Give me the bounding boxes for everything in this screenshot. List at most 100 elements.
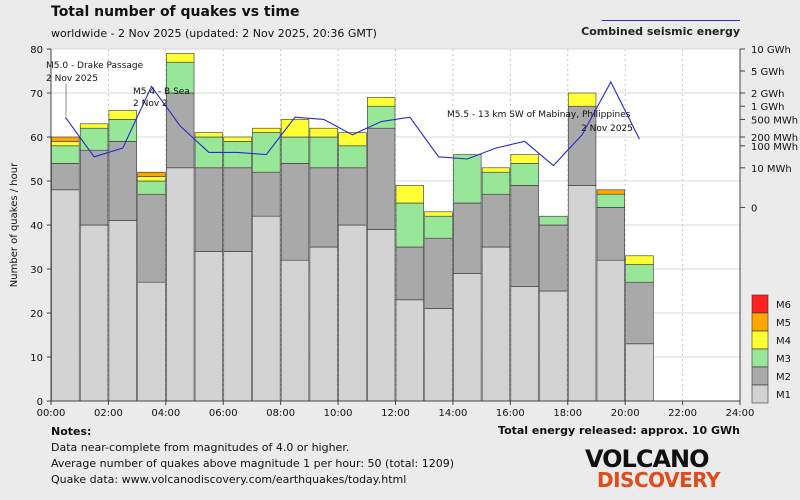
legend-label-m2: M2 (776, 372, 791, 383)
x-tick-label: 22:00 (668, 408, 697, 419)
bar-segment-m2 (166, 92, 195, 169)
y-tick-label: 40 (30, 221, 43, 232)
bar-segment-m2 (194, 167, 224, 252)
bar-segment-m3 (338, 145, 367, 169)
bar-segment-m2 (424, 237, 453, 309)
bar-segment-m2 (137, 193, 166, 283)
energy-tick-label: 100 MWh (751, 142, 798, 153)
bar-segment-m4 (625, 255, 654, 265)
bar-segment-m2 (338, 167, 367, 226)
legend-swatch-m4 (751, 330, 769, 350)
bar-segment-m3 (51, 145, 80, 164)
bar-segment-m1 (366, 229, 396, 402)
bar-segment-m2 (596, 207, 625, 261)
bar-segment-m3 (280, 136, 310, 164)
x-tick-label: 10:00 (324, 408, 353, 419)
legend-label-m1: M1 (776, 390, 791, 401)
y-tick-label: 0 (37, 397, 43, 408)
bar-segment-m4 (166, 53, 195, 63)
y-tick-label: 60 (30, 133, 43, 144)
bar-segment-m4 (309, 127, 338, 138)
bar-segment-m1 (481, 246, 511, 402)
annotation-1: M5.0 - Drake Passage (46, 61, 144, 71)
bar-segment-m3 (223, 141, 252, 169)
legend-label-m6: M6 (776, 300, 791, 311)
y-tick-label: 30 (30, 265, 43, 276)
logo-text-top: VOLCANO (585, 445, 710, 473)
energy-tick-label: 5 GWh (751, 67, 785, 78)
bar-segment-m2 (223, 167, 252, 252)
x-tick-label: 16:00 (496, 408, 525, 419)
bar-segment-m1 (223, 251, 252, 402)
bar-segment-m1 (194, 251, 224, 402)
bar-segment-m1 (108, 220, 137, 402)
bar-segment-m1 (252, 215, 281, 402)
bar-segment-m3 (596, 193, 625, 208)
bar-segment-m2 (481, 193, 511, 248)
bar-segment-m4 (338, 132, 367, 147)
bar-segment-m2 (51, 163, 80, 191)
y-tick-label: 20 (30, 309, 43, 320)
x-tick-label: 00:00 (37, 408, 66, 419)
annotation-3-date: 2 Nov 2025 (581, 124, 633, 134)
x-tick-label: 06:00 (209, 408, 238, 419)
bar-segment-m1 (166, 167, 195, 402)
bar-segment-m3 (453, 154, 482, 204)
legend-label-m5: M5 (776, 318, 791, 329)
bar-segment-m4 (252, 127, 281, 133)
legend-swatch-m5 (751, 312, 769, 332)
y-tick-label: 10 (30, 353, 43, 364)
x-tick-label: 24:00 (726, 408, 755, 419)
annotation-1-date: 2 Nov 2025 (46, 74, 98, 84)
energy-legend-label: Combined seismic energy (581, 25, 740, 38)
bar-segment-m3 (424, 215, 453, 239)
bar-segment-m1 (79, 224, 109, 402)
annotation-2-date: 2 Nov 2 (133, 99, 168, 109)
bar-segment-m3 (252, 132, 281, 173)
y-tick-label: 50 (30, 177, 43, 188)
bar-segment-m3 (510, 163, 539, 186)
legend-label-m4: M4 (776, 336, 791, 347)
bar-segment-m2 (539, 224, 568, 292)
bar-segment-m4 (567, 92, 597, 107)
bar-segment-m3 (539, 215, 568, 226)
energy-line (64, 80, 640, 167)
bar-segment-m4 (51, 141, 80, 147)
energy-tick-label: 10 MWh (751, 164, 792, 175)
x-tick-label: 02:00 (94, 408, 123, 419)
bar-segment-m3 (108, 119, 137, 142)
bar-segment-m2 (108, 141, 137, 221)
total-energy: Total energy released: approx. 10 GWh (498, 424, 740, 437)
energy-tick-label: 1 GWh (751, 102, 785, 113)
volcano-discovery-logo[interactable]: VOLCANO DISCOVERY (585, 445, 725, 490)
bar-segment-m2 (453, 202, 482, 274)
x-tick-label: 08:00 (266, 408, 295, 419)
bar-segment-m3 (395, 202, 425, 248)
bar-segment-m1 (280, 259, 310, 402)
note-line-2: Average number of quakes above magnitude… (51, 457, 454, 470)
bar-segment-m2 (280, 163, 310, 261)
legend-swatch-m2 (751, 366, 769, 386)
energy-tick-label: 500 MWh (751, 115, 798, 126)
bar-segment-m2 (309, 167, 338, 248)
notes-block: Notes: Data near-complete from magnitude… (51, 424, 454, 488)
note-line-1: Data near-complete from magnitudes of 4.… (51, 441, 350, 454)
bar-segment-m3 (625, 264, 654, 283)
x-tick-label: 14:00 (439, 408, 468, 419)
bar-segment-m2 (510, 185, 539, 287)
bar-segment-m4 (194, 132, 224, 138)
bar-segment-m1 (137, 281, 166, 402)
bar-segment-m4 (395, 185, 425, 204)
bar-segment-m5 (51, 136, 80, 142)
bar-segment-m1 (338, 224, 367, 402)
bar-segment-m4 (280, 119, 310, 138)
energy-tick-label: 0 (751, 203, 757, 214)
bar-segment-m2 (625, 281, 654, 345)
bar-segment-m4 (481, 167, 511, 173)
bar-segment-m1 (596, 259, 625, 402)
energy-tick-label: 10 GWh (751, 45, 791, 56)
legend-swatch-m3 (751, 348, 769, 368)
bar-segment-m1 (453, 273, 482, 402)
x-tick-label: 18:00 (553, 408, 582, 419)
legend-label-m3: M3 (776, 354, 791, 365)
